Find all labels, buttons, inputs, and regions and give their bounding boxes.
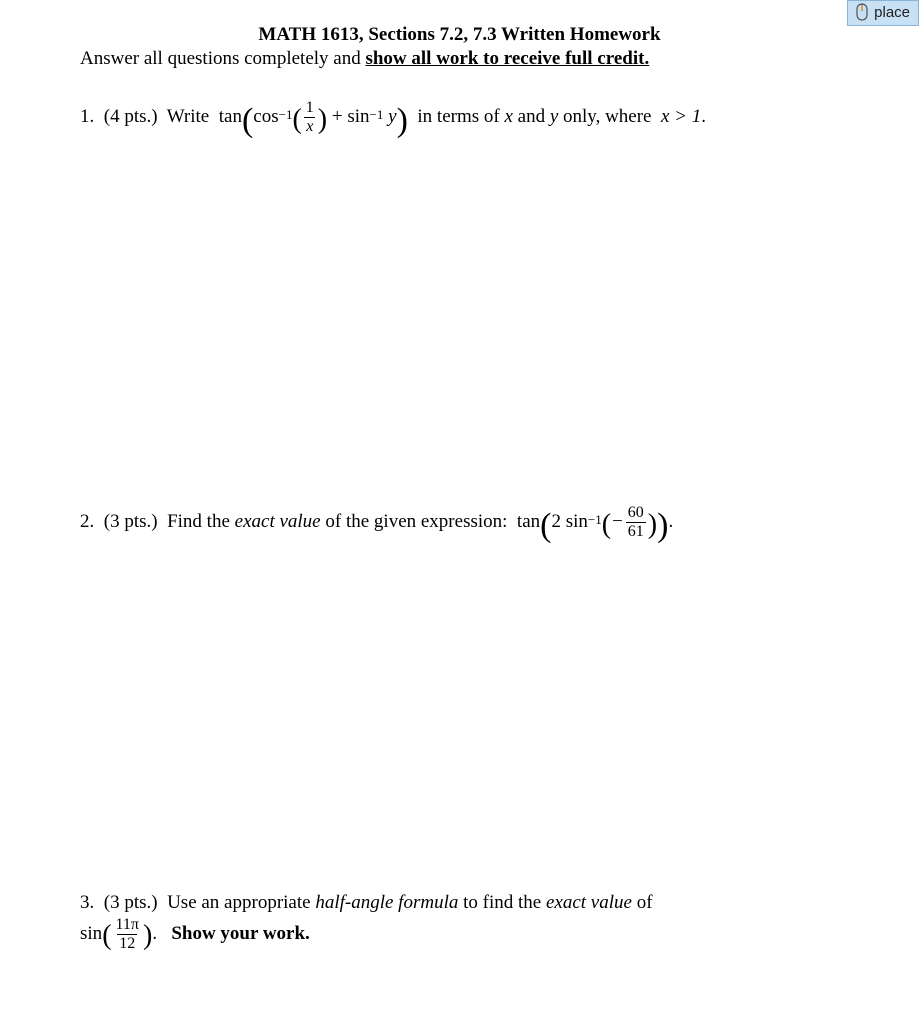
- q2-two: 2: [551, 509, 561, 536]
- q2-ofgiven: of the given expression:: [325, 511, 507, 532]
- question-1: 1. (4 pts.) Write tan ( cos−1 ( 1 x ) + …: [80, 100, 839, 135]
- q2-frac-den: 61: [626, 522, 646, 540]
- q3-frac-den: 12: [117, 934, 137, 952]
- q3-sin: sin: [80, 921, 102, 948]
- q1-frac-den: x: [304, 117, 315, 135]
- q1-inv1: −1: [279, 106, 293, 124]
- instruction-prefix: Answer all questions completely and: [80, 48, 365, 69]
- q3-exactvalue: exact value: [546, 892, 632, 913]
- q2-tan: tan: [517, 509, 540, 536]
- q1-inv2: −1: [370, 106, 384, 124]
- q2-expression: tan ( 2 sin−1 ( − 60 61 ) ): [517, 505, 669, 540]
- instruction-line: Answer all questions completely and show…: [80, 48, 839, 70]
- q2-minus: −: [612, 509, 623, 536]
- place-tab[interactable]: place: [847, 0, 919, 26]
- q3-frac-num: 11π: [114, 917, 141, 934]
- q1-onlywhere: only, where: [563, 106, 651, 127]
- q1-y: y: [388, 104, 396, 131]
- q1-x: x: [504, 106, 512, 127]
- q3-showwork: Show your work.: [171, 922, 309, 943]
- q1-number: 1.: [80, 106, 94, 127]
- q1-plus: +: [332, 104, 343, 131]
- q1-tan: tan: [219, 104, 242, 131]
- q3-use: Use an appropriate: [167, 892, 311, 913]
- instruction-underlined: show all work to receive full credit.: [365, 48, 649, 69]
- q2-points: (3 pts.): [104, 511, 158, 532]
- q1-frac-num: 1: [304, 100, 316, 117]
- q1-points: (4 pts.): [104, 106, 158, 127]
- q2-frac-num: 60: [626, 505, 646, 522]
- q3-expression: sin ( 11π 12 ): [80, 917, 152, 952]
- q2-period: .: [668, 511, 673, 532]
- q1-interms: in terms of: [417, 106, 499, 127]
- place-label: place: [874, 4, 910, 21]
- q2-inv: −1: [588, 511, 602, 529]
- q3-halfangle: half-angle formula: [315, 892, 458, 913]
- q3-period: .: [152, 922, 157, 943]
- q1-and: and: [518, 106, 545, 127]
- q1-expression: tan ( cos−1 ( 1 x ) + sin−1 y ): [219, 100, 408, 135]
- q2-find: Find the: [167, 511, 230, 532]
- q2-sin: sin: [566, 509, 588, 536]
- q3-fraction: 11π 12: [114, 917, 141, 952]
- q2-fraction: 60 61: [626, 505, 646, 540]
- question-2: 2. (3 pts.) Find the exact value of the …: [80, 505, 839, 540]
- q2-number: 2.: [80, 511, 94, 532]
- q1-period: .: [701, 106, 706, 127]
- q1-write: Write: [167, 106, 210, 127]
- page-title: MATH 1613, Sections 7.2, 7.3 Written Hom…: [80, 24, 839, 46]
- q3-tofind: to find the: [463, 892, 541, 913]
- q1-xgt1: x > 1: [661, 106, 701, 127]
- q3-points: (3 pts.): [104, 892, 158, 913]
- q2-exactvalue: exact value: [235, 511, 321, 532]
- q3-number: 3.: [80, 892, 94, 913]
- mouse-icon: [856, 3, 868, 21]
- q1-y2: y: [550, 106, 558, 127]
- q1-fraction: 1 x: [304, 100, 316, 135]
- document-page: MATH 1613, Sections 7.2, 7.3 Written Hom…: [0, 0, 919, 992]
- q3-of: of: [637, 892, 653, 913]
- question-3: 3. (3 pts.) Use an appropriate half-angl…: [80, 890, 839, 952]
- q1-sin: sin: [347, 104, 369, 131]
- q1-cos: cos: [253, 104, 278, 131]
